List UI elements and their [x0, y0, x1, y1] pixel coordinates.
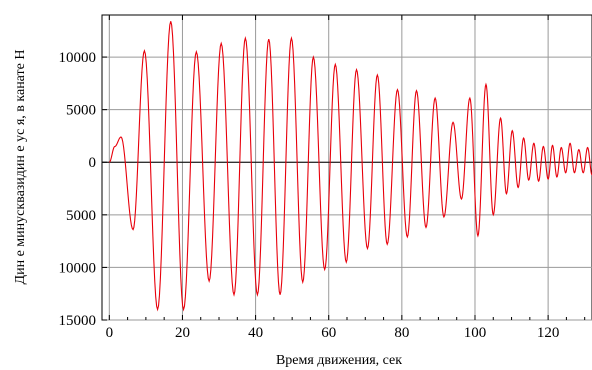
x-tick-label: 120	[537, 325, 560, 341]
x-tick-label: 0	[106, 325, 114, 341]
y-tick-label: 10000	[59, 50, 97, 66]
x-tick-labels: 0 20 40 60 80 100 120	[106, 325, 560, 341]
y-tick-label: 5000	[66, 208, 96, 224]
ticks	[102, 15, 586, 321]
y-tick-label: 15000	[59, 313, 97, 329]
x-axis-label: Время движения, сек	[276, 353, 402, 368]
x-tick-label: 80	[394, 325, 409, 341]
x-tick-label: 40	[248, 325, 263, 341]
y-tick-label: 10000	[59, 260, 97, 276]
x-tick-label: 20	[175, 325, 190, 341]
x-tick-label: 60	[321, 325, 336, 341]
series-line	[109, 21, 592, 312]
y-tick-label: 0	[89, 155, 97, 171]
y-axis-label: Дин е минусквазидин е ус я, в канате Н	[13, 50, 28, 285]
x-tick-label: 100	[464, 325, 487, 341]
y-tick-label: 5000	[66, 103, 96, 119]
plot-area	[101, 14, 592, 321]
y-tick-labels: 10000 5000 0 5000 10000 15000	[59, 50, 97, 329]
